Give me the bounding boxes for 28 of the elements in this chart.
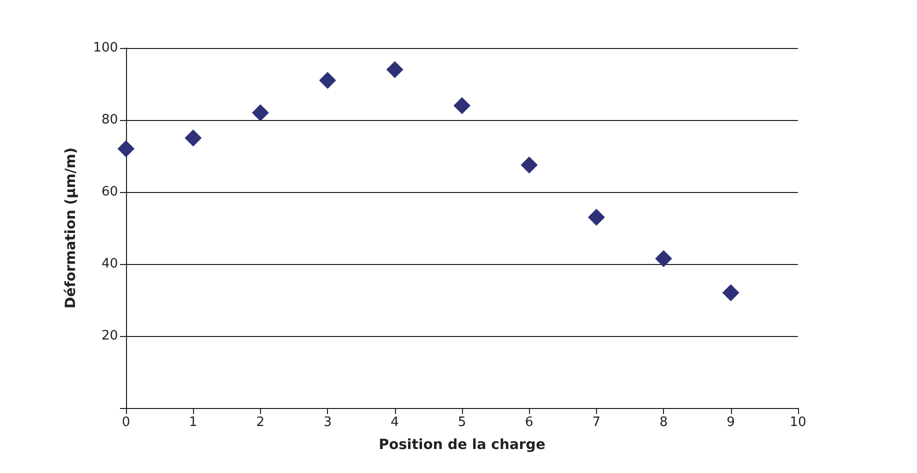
y-tick-label: 40 [101,256,118,272]
point [520,156,538,174]
x-tick-label: 4 [390,415,399,430]
point [588,208,605,226]
point [655,250,672,268]
point [252,104,269,122]
point [118,140,134,158]
x-tick-label: 1 [189,415,198,430]
x-tick-label: 8 [659,415,668,430]
x-tick-label: 3 [323,415,332,430]
y-tick-label: 100 [93,40,118,56]
point [184,130,202,146]
point [722,284,740,302]
y-axis-title: Déformation (µm/m) [63,147,79,309]
x-tick-label: 6 [525,415,534,430]
y-tick-label: 20 [101,328,118,344]
y-tick-label: 60 [101,184,118,200]
x-tick-label: 10 [790,415,806,430]
point [386,61,404,78]
point [454,97,470,114]
x-tick-label: 2 [256,415,265,430]
x-tick-label: 5 [458,415,466,430]
x-tick-label: 9 [726,415,735,430]
y-tick-label: 80 [101,112,118,128]
x-axis-title: Position de la charge [378,437,546,453]
x-tick-label: 7 [592,415,601,430]
point [319,72,336,89]
x-tick-label: 0 [122,415,130,430]
